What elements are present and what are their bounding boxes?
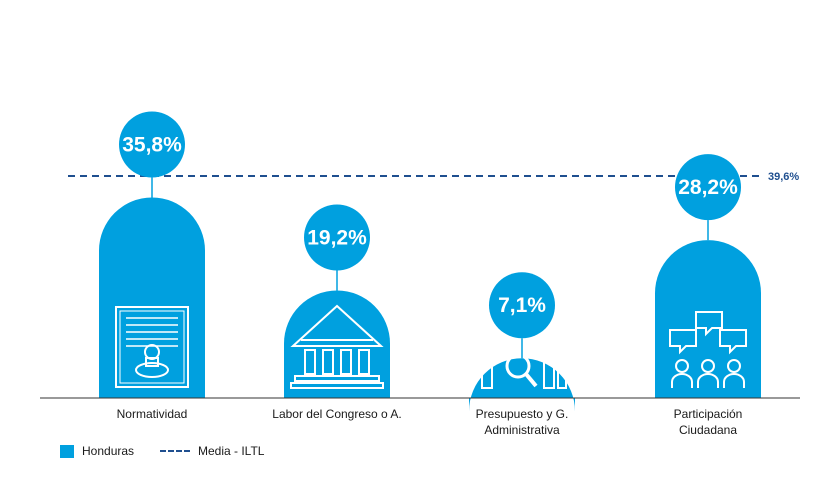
category-label-3-line-2: Administrativa [484,423,560,437]
legend-swatch-honduras [60,444,74,458]
budget-chart-icon [479,321,567,389]
data-label-1: 35,8% [122,134,182,157]
congress-building-icon [290,304,384,389]
legend-series: Honduras [60,444,134,458]
category-label-3-line-1: Presupuesto y G. [476,407,569,421]
value-bubble-4 [675,154,741,221]
citizen-participation-icon [669,311,747,388]
document-seal-icon [115,306,189,388]
data-label-4: 28,2% [678,176,738,199]
data-label-2: 19,2% [307,226,367,249]
legend-label-mean: Media - ILTL [198,444,265,458]
category-label-4-line-1: Participación [674,407,743,421]
value-bubble-2 [304,204,370,271]
bar-2 [284,290,390,398]
bar-4 [655,240,761,398]
data-label-3: 7,1% [498,294,546,317]
category-label-4-line-2: Ciudadana [679,423,737,437]
value-bubble-1 [119,111,185,178]
mean-line-label: 39,6% [768,171,799,183]
value-bubble-3 [489,272,555,339]
bar-1 [99,197,205,398]
legend-label-honduras: Honduras [82,444,135,458]
legend-mean: Media - ILTL [160,444,264,458]
category-label-1-line-1: Normatividad [117,407,188,421]
category-label-2-line-1: Labor del Congreso o A. [272,407,401,421]
legend-dash-mean [160,450,190,452]
